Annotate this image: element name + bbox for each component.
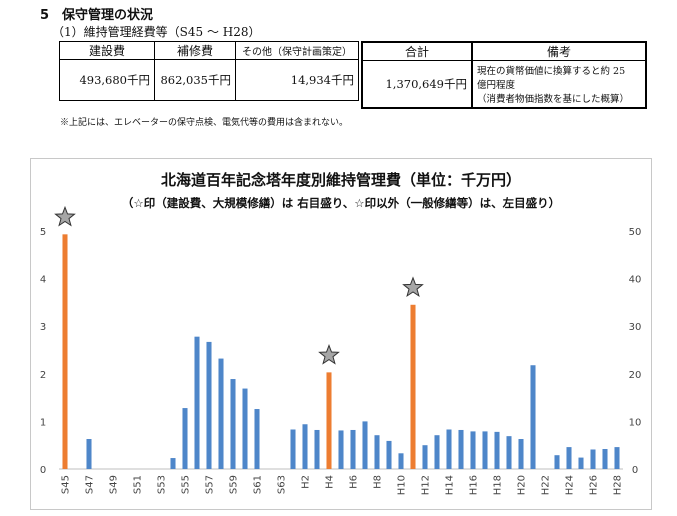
general-cost-bar — [578, 457, 584, 469]
general-cost-bar — [446, 429, 452, 469]
general-cost-bar — [482, 431, 488, 469]
general-cost-bar — [182, 408, 188, 469]
general-cost-bar — [506, 436, 512, 469]
general-cost-bar — [86, 439, 92, 469]
x-tick-label: H16 — [469, 475, 480, 495]
right-tick-label: 50 — [629, 227, 642, 238]
value-repair: 862,035千円 — [154, 59, 236, 101]
remarks-line: 現在の貨幣価値に換算すると約 25 — [477, 66, 626, 77]
value-other: 14,934千円 — [235, 59, 359, 101]
x-tick-label: H24 — [565, 475, 576, 495]
header-construction: 建設費 — [59, 41, 155, 60]
general-cost-bar — [374, 435, 380, 469]
general-cost-bar — [206, 341, 212, 469]
general-cost-bar — [218, 358, 224, 469]
header-remarks: 備考 — [471, 41, 647, 61]
star-marker-icon — [318, 343, 340, 365]
x-tick-label: H6 — [349, 475, 360, 489]
chart-title: 北海道百年記念塔年度別維持管理費（単位：千万円） — [160, 171, 521, 189]
general-cost-bar — [170, 458, 176, 469]
general-cost-bar — [350, 429, 356, 469]
general-cost-bar — [386, 440, 392, 469]
section-subtitle: （1）維持管理経費等（S45 ～ H28） — [52, 25, 261, 39]
general-cost-bar — [614, 447, 620, 469]
right-tick-label: 20 — [629, 370, 642, 381]
x-tick-label: S57 — [205, 475, 216, 494]
general-cost-bar — [530, 365, 536, 469]
general-cost-bar — [254, 409, 260, 469]
chart-frame: 北海道百年記念塔年度別維持管理費（単位：千万円） （☆印（建設費、大規模修繕）は… — [30, 158, 652, 510]
x-tick-label: H18 — [493, 475, 504, 495]
general-cost-bar — [398, 453, 404, 469]
header-total: 合計 — [361, 41, 473, 61]
right-tick-label: 0 — [632, 465, 638, 476]
chart-subtitle: （☆印（建設費、大規模修繕）は 右目盛り、☆印以外（一般修繕等）は、左目盛り） — [121, 196, 561, 210]
total-remarks-table: 合計 備考 1,370,649千円 現在の貨幣価値に換算すると約 25 億円程度… — [361, 41, 647, 109]
left-tick-label: 3 — [40, 322, 46, 333]
general-cost-bar — [362, 421, 368, 469]
general-cost-bar — [290, 429, 296, 469]
remarks-line: （消費者物価指数を基にした概算） — [477, 94, 630, 105]
general-cost-bar — [494, 431, 500, 469]
x-tick-label: S45 — [61, 475, 72, 494]
x-tick-label: H8 — [373, 475, 384, 489]
general-cost-bar — [566, 447, 572, 469]
major-cost-bar — [62, 234, 68, 469]
general-cost-bar — [518, 439, 524, 469]
value-total: 1,370,649千円 — [361, 60, 473, 109]
header-repair: 補修費 — [154, 41, 236, 60]
right-tick-label: 30 — [629, 322, 642, 333]
right-tick-label: 10 — [629, 417, 642, 428]
general-cost-bar — [590, 449, 596, 469]
general-cost-bar — [602, 449, 608, 469]
x-tick-label: S59 — [229, 475, 240, 494]
x-tick-label: S61 — [253, 475, 264, 494]
x-tick-label: H12 — [421, 475, 432, 495]
general-cost-bar — [470, 431, 476, 469]
x-tick-label: S53 — [157, 475, 168, 494]
general-cost-bar — [434, 435, 440, 469]
x-tick-label: S51 — [133, 475, 144, 494]
star-marker-icon — [402, 276, 424, 298]
left-tick-label: 1 — [40, 417, 46, 428]
general-cost-bar — [194, 336, 200, 469]
x-tick-label: H2 — [301, 475, 312, 489]
x-tick-label: S49 — [109, 475, 120, 494]
star-marker-icon — [54, 205, 76, 227]
left-tick-label: 0 — [40, 465, 46, 476]
general-cost-bar — [458, 429, 464, 469]
x-tick-label: H20 — [517, 475, 528, 495]
x-tick-label: S63 — [277, 475, 288, 494]
x-tick-label: H22 — [541, 475, 552, 495]
value-construction: 493,680千円 — [59, 59, 155, 101]
header-other: その他（保守計画策定） — [235, 41, 359, 60]
cost-breakdown-table: 建設費 補修費 その他（保守計画策定） 493,680千円 862,035千円 … — [59, 41, 359, 101]
x-tick-label: H4 — [325, 475, 336, 489]
left-tick-label: 2 — [40, 370, 46, 381]
section-title: 5 保守管理の状況 — [40, 8, 154, 23]
right-tick-label: 40 — [629, 275, 642, 286]
remarks-line: 億円程度 — [477, 80, 516, 91]
left-tick-label: 4 — [40, 275, 46, 286]
general-cost-bar — [554, 455, 560, 469]
major-cost-bar — [326, 372, 332, 469]
major-cost-bar — [410, 304, 416, 469]
x-tick-label: S47 — [85, 475, 96, 494]
remarks-cell: 現在の貨幣価値に換算すると約 25 億円程度 （消費者物価指数を基にした概算） — [471, 60, 647, 109]
x-tick-label: H14 — [445, 475, 456, 495]
x-tick-label: H26 — [589, 475, 600, 495]
left-tick-label: 5 — [40, 227, 46, 238]
general-cost-bar — [230, 379, 236, 469]
general-cost-bar — [242, 388, 248, 469]
x-tick-label: H28 — [613, 475, 624, 495]
general-cost-bar — [314, 429, 320, 469]
general-cost-bar — [338, 430, 344, 469]
table-footnote: ※上記には、エレベーターの保守点検、電気代等の費用は含まれない。 — [60, 118, 349, 128]
x-tick-label: H10 — [397, 475, 408, 495]
general-cost-bar — [302, 424, 308, 469]
x-tick-label: S55 — [181, 475, 192, 494]
general-cost-bar — [422, 445, 428, 469]
